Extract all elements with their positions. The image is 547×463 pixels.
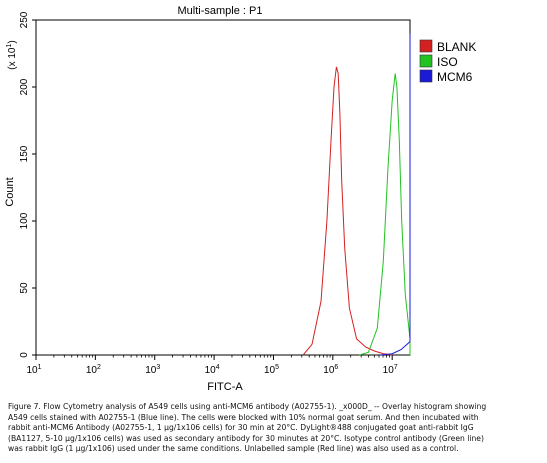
legend-label-iso: ISO	[437, 55, 458, 69]
figure-caption: Figure 7. Flow Cytometry analysis of A54…	[8, 402, 538, 455]
caption-line: was rabbit IgG (1 µg/1x106) used under t…	[8, 444, 459, 453]
y-axis-multiplier: (x 101)	[6, 40, 18, 69]
plot-frame	[35, 19, 411, 356]
y-multiplier-close: )	[7, 40, 18, 43]
y-tick-label: 150	[19, 145, 30, 162]
y-tick-label: 50	[19, 282, 30, 294]
x-tick-label: 104	[205, 364, 220, 376]
y-multiplier-prefix: (x 10	[7, 47, 18, 70]
chart-title: Multi-sample : P1	[178, 5, 263, 17]
y-tick-label: 200	[19, 78, 30, 95]
caption-line: Figure 7. Flow Cytometry analysis of A54…	[8, 402, 487, 411]
y-multiplier-exp: 1	[6, 44, 13, 48]
series-line-iso	[359, 73, 411, 356]
flow-cytometry-histogram: Multi-sample : P1 (x 101) Count FITC-A 0…	[4, 5, 476, 393]
series-line-mcm6	[380, 33, 411, 356]
x-tick-label: 103	[145, 364, 160, 376]
x-tick-label: 102	[86, 364, 101, 376]
x-tick-label: 101	[26, 364, 41, 376]
y-axis-label: Count	[4, 177, 16, 206]
y-tick-label: 0	[19, 352, 30, 358]
caption-line: rabbit anti-MCM6 Antibody (A02755-1, 1 µ…	[8, 423, 474, 432]
x-axis-label: FITC-A	[207, 381, 243, 393]
y-tick-label: 250	[19, 11, 30, 28]
legend-label-blank: BLANK	[437, 40, 476, 54]
legend-swatch-blank	[419, 39, 433, 53]
x-tick-label: 107	[383, 364, 398, 376]
legend-swatch-iso	[419, 54, 433, 68]
plot-area: 0 50 100 150 200 250 101 102 103 104 105 106 107	[19, 11, 411, 376]
x-tick-label: 105	[264, 364, 279, 376]
x-tick-label: 106	[323, 364, 338, 376]
svg-text:(x 101): (x 101)	[6, 40, 18, 69]
legend-label-mcm6: MCM6	[437, 70, 473, 84]
caption-line: (BA1127, 5-10 µg/1x106 cells) was used a…	[8, 433, 484, 443]
caption-line: A549 cells stained with A02755-1 (Blue l…	[8, 412, 479, 422]
legend-swatch-mcm6	[419, 69, 433, 83]
series-line-blank	[302, 66, 393, 356]
y-tick-label: 100	[19, 212, 30, 229]
